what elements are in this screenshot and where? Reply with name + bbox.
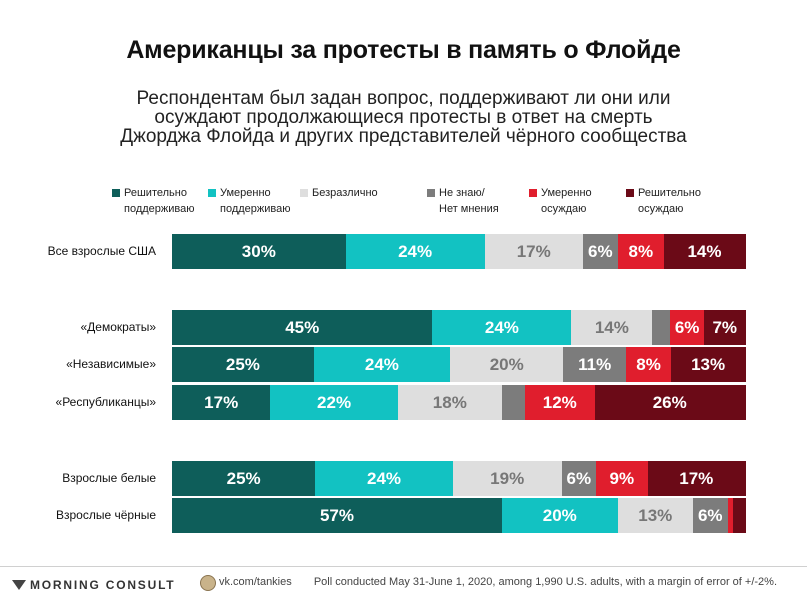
row-label: «Республиканцы» [55,395,156,409]
data-label: 18% [432,393,467,412]
legend-swatch [300,189,308,197]
data-label: 8% [628,242,654,261]
data-label: 13% [691,355,726,374]
legend-label: Умеренно осуждаю [541,187,592,215]
legend-swatch [626,189,634,197]
data-label: 24% [484,318,519,337]
data-label: 26% [652,393,687,412]
data-label: 19% [490,469,525,488]
bar-segment [692,498,729,533]
data-label: 6% [674,318,700,337]
bar-segment [563,347,627,382]
bar-segment [663,234,746,269]
legend-label: Решительно поддерживаю [124,187,195,215]
bar-segment [172,347,315,382]
legend: Решительно поддерживаю Умеренно поддержив… [0,0,807,230]
data-label: 25% [225,355,260,374]
bar-segment [671,347,746,382]
data-label: 9% [609,469,635,488]
data-label: 13% [638,506,673,525]
data-label: 17% [204,393,239,412]
data-label: 14% [594,318,629,337]
legend-label: Решительно осуждаю [638,187,701,215]
bar-segment [561,461,597,496]
data-label: 7% [712,318,738,337]
bar-segment [449,347,565,382]
bar-segment [315,461,454,496]
bar-segment [172,234,347,269]
bar-segment [501,385,526,420]
data-label: 22% [317,393,352,412]
data-label: 45% [285,318,320,337]
bar-segment [625,347,672,382]
bar-segment [596,461,649,496]
legend-swatch [427,189,435,197]
data-label: 20% [542,506,577,525]
bar-segment [669,310,706,345]
bar-segment [501,498,619,533]
bar-segment [582,234,619,269]
bar-segment [452,461,563,496]
bar-segment [525,385,596,420]
vk-avatar-icon [200,575,216,591]
bar-segment [484,234,584,269]
bar-segment [727,498,734,533]
legend-label: Безразлично [312,187,378,199]
bar-segment [617,498,694,533]
data-label: 6% [588,242,613,261]
legend-swatch [529,189,537,197]
brand-name: MORNING CONSULT [30,578,176,592]
row-label: Взрослые белые [62,471,156,485]
data-label: 24% [398,242,433,261]
poll-note: Poll conducted May 31-June 1, 2020, amon… [313,576,777,588]
chart-subtitle: Респондентам был задан вопрос, поддержив… [120,88,687,147]
bar-segment [172,461,316,496]
bar-segment [345,234,486,269]
row-label: Все взрослые США [47,244,156,258]
bar-segment [172,498,503,533]
bar-segment [313,347,451,382]
bar-segment [432,310,572,345]
data-label: 24% [364,355,399,374]
data-label: 12% [542,393,577,412]
data-label: 11% [578,355,612,374]
bar-segment [397,385,503,420]
bar-segment [172,385,271,420]
row-label: «Независимые» [66,357,156,371]
bar-segment [571,310,653,345]
data-label: 6% [566,469,592,488]
legend-swatch [208,189,216,197]
legend-label: Не знаю/ Нет мнения [439,187,499,215]
bar-segment [617,234,665,269]
row-label: «Демократы» [80,320,156,334]
bar-segment [172,310,434,345]
chart-title: Американцы за протесты в память о Флойде [126,36,681,64]
row-label: Взрослые чёрные [55,508,156,522]
data-label: 24% [366,469,402,488]
data-label: 8% [636,355,661,374]
data-label: 30% [241,242,276,261]
bar-segment [270,385,399,420]
morning-consult-logo-icon [12,580,26,590]
bar-segment [733,498,746,533]
bar-segment [647,461,746,496]
bar-segment [704,310,746,345]
legend-swatch [112,189,120,197]
footer-divider [0,566,807,567]
vk-link[interactable]: vk.com/tankies [219,576,292,588]
data-label: 25% [226,469,261,488]
data-label: 6% [697,506,723,525]
bar-segment [652,310,671,345]
legend-label: Умеренно поддерживаю [220,187,291,215]
bar-segment [594,385,746,420]
data-label: 17% [516,242,551,261]
data-label: 14% [687,242,722,261]
data-label: 57% [319,506,354,525]
data-label: 20% [489,355,524,374]
data-label: 17% [679,469,714,488]
